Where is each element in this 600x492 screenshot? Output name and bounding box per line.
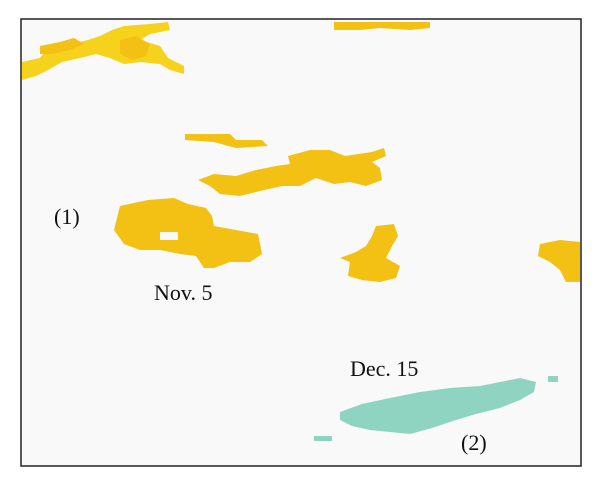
patch bbox=[340, 224, 400, 282]
teal-patch bbox=[314, 376, 558, 441]
patch bbox=[185, 134, 268, 148]
patch bbox=[114, 198, 262, 268]
label: Dec. 15 bbox=[350, 356, 418, 381]
patch bbox=[538, 240, 580, 282]
yellow-patches bbox=[22, 22, 580, 282]
patch bbox=[40, 38, 84, 54]
hole bbox=[160, 232, 178, 240]
label: Nov. 5 bbox=[154, 280, 212, 305]
patch bbox=[198, 148, 386, 196]
patch bbox=[548, 376, 558, 382]
patch bbox=[120, 36, 150, 60]
patch bbox=[314, 436, 332, 441]
patch bbox=[334, 22, 430, 30]
label: (1) bbox=[54, 204, 80, 229]
patch bbox=[340, 378, 536, 434]
label: (2) bbox=[461, 430, 487, 455]
patch bbox=[22, 22, 184, 80]
